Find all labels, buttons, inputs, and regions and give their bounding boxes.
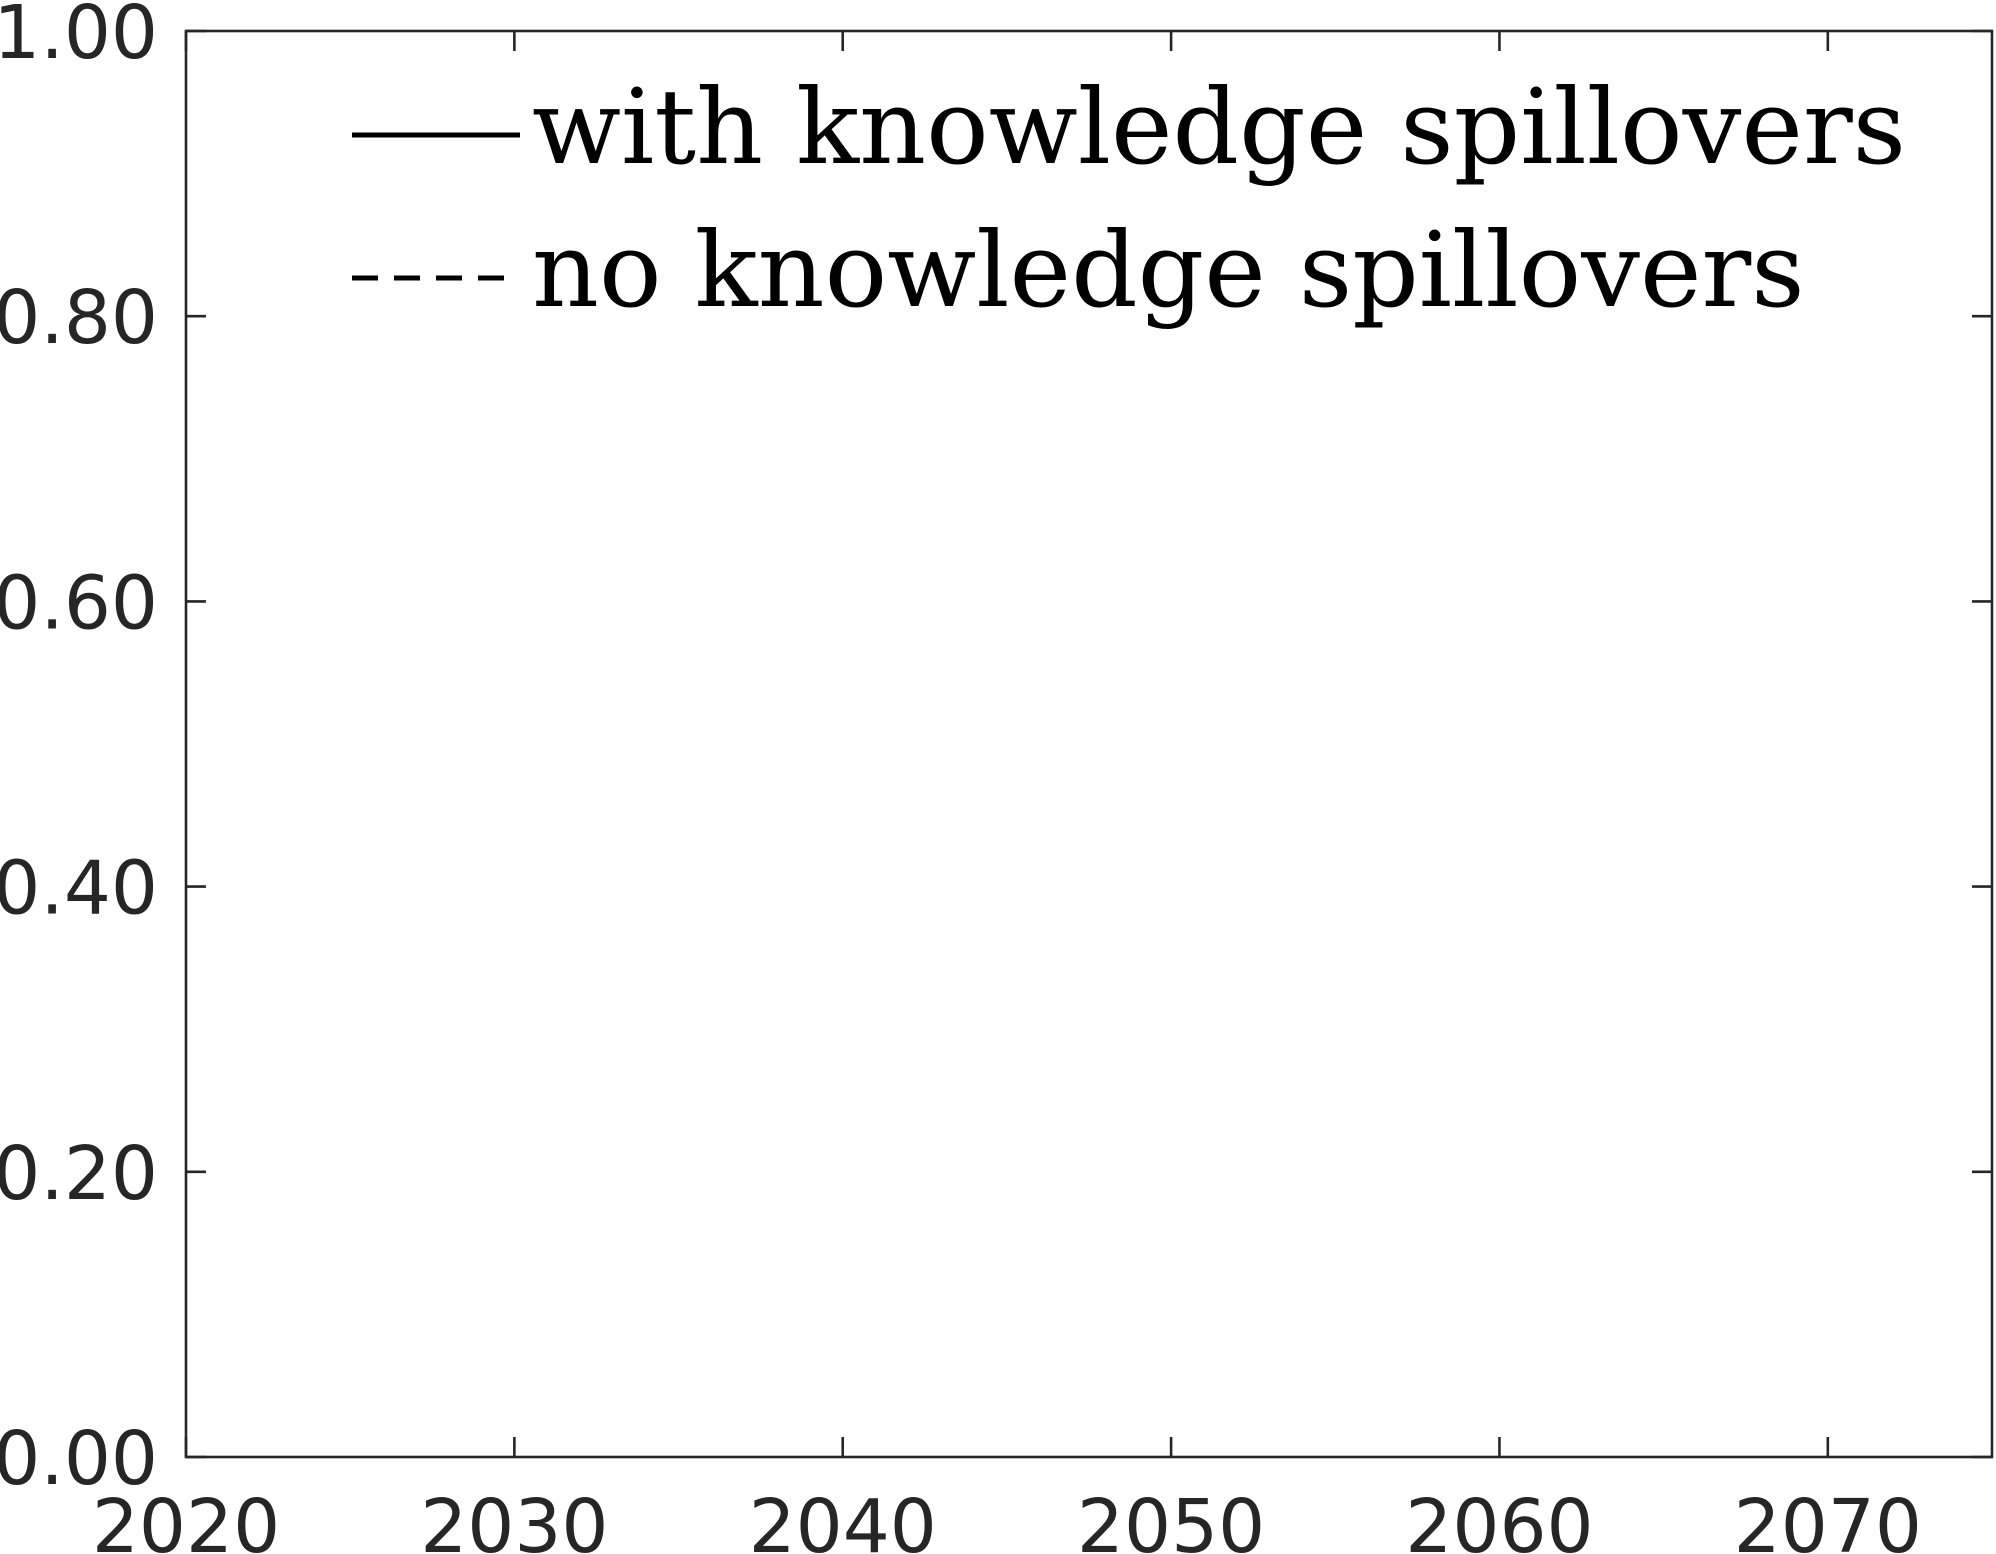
x-tick-label: 2050	[1077, 1484, 1265, 1554]
y-tick-label: 0.00	[0, 1416, 158, 1502]
legend: with knowledge spillovers no knowledge sp…	[352, 66, 1906, 331]
x-tick-label: 2040	[749, 1484, 937, 1554]
y-tick-label: 0.40	[0, 846, 158, 932]
legend-label: no knowledge spillovers	[532, 209, 1805, 331]
legend-label: with knowledge spillovers	[532, 66, 1906, 188]
y-tick-label: 1.00	[0, 0, 158, 76]
y-tick-label: 0.60	[0, 560, 158, 646]
x-tick-label: 2020	[92, 1484, 280, 1554]
plot-area	[184, 29, 1994, 1459]
x-axis: 2020 2030 2040 2050 2060 2070	[92, 31, 1922, 1554]
x-tick-label: 2060	[1405, 1484, 1593, 1554]
y-tick-label: 0.20	[0, 1131, 158, 1217]
axes-frame	[184, 29, 1994, 1459]
x-tick-label: 2030	[420, 1484, 608, 1554]
x-tick-label: 2070	[1734, 1484, 1922, 1554]
y-tick-label: 0.80	[0, 275, 158, 361]
y-axis: 0.00 0.20 0.40 0.60 0.80 1.00	[0, 0, 1992, 1502]
